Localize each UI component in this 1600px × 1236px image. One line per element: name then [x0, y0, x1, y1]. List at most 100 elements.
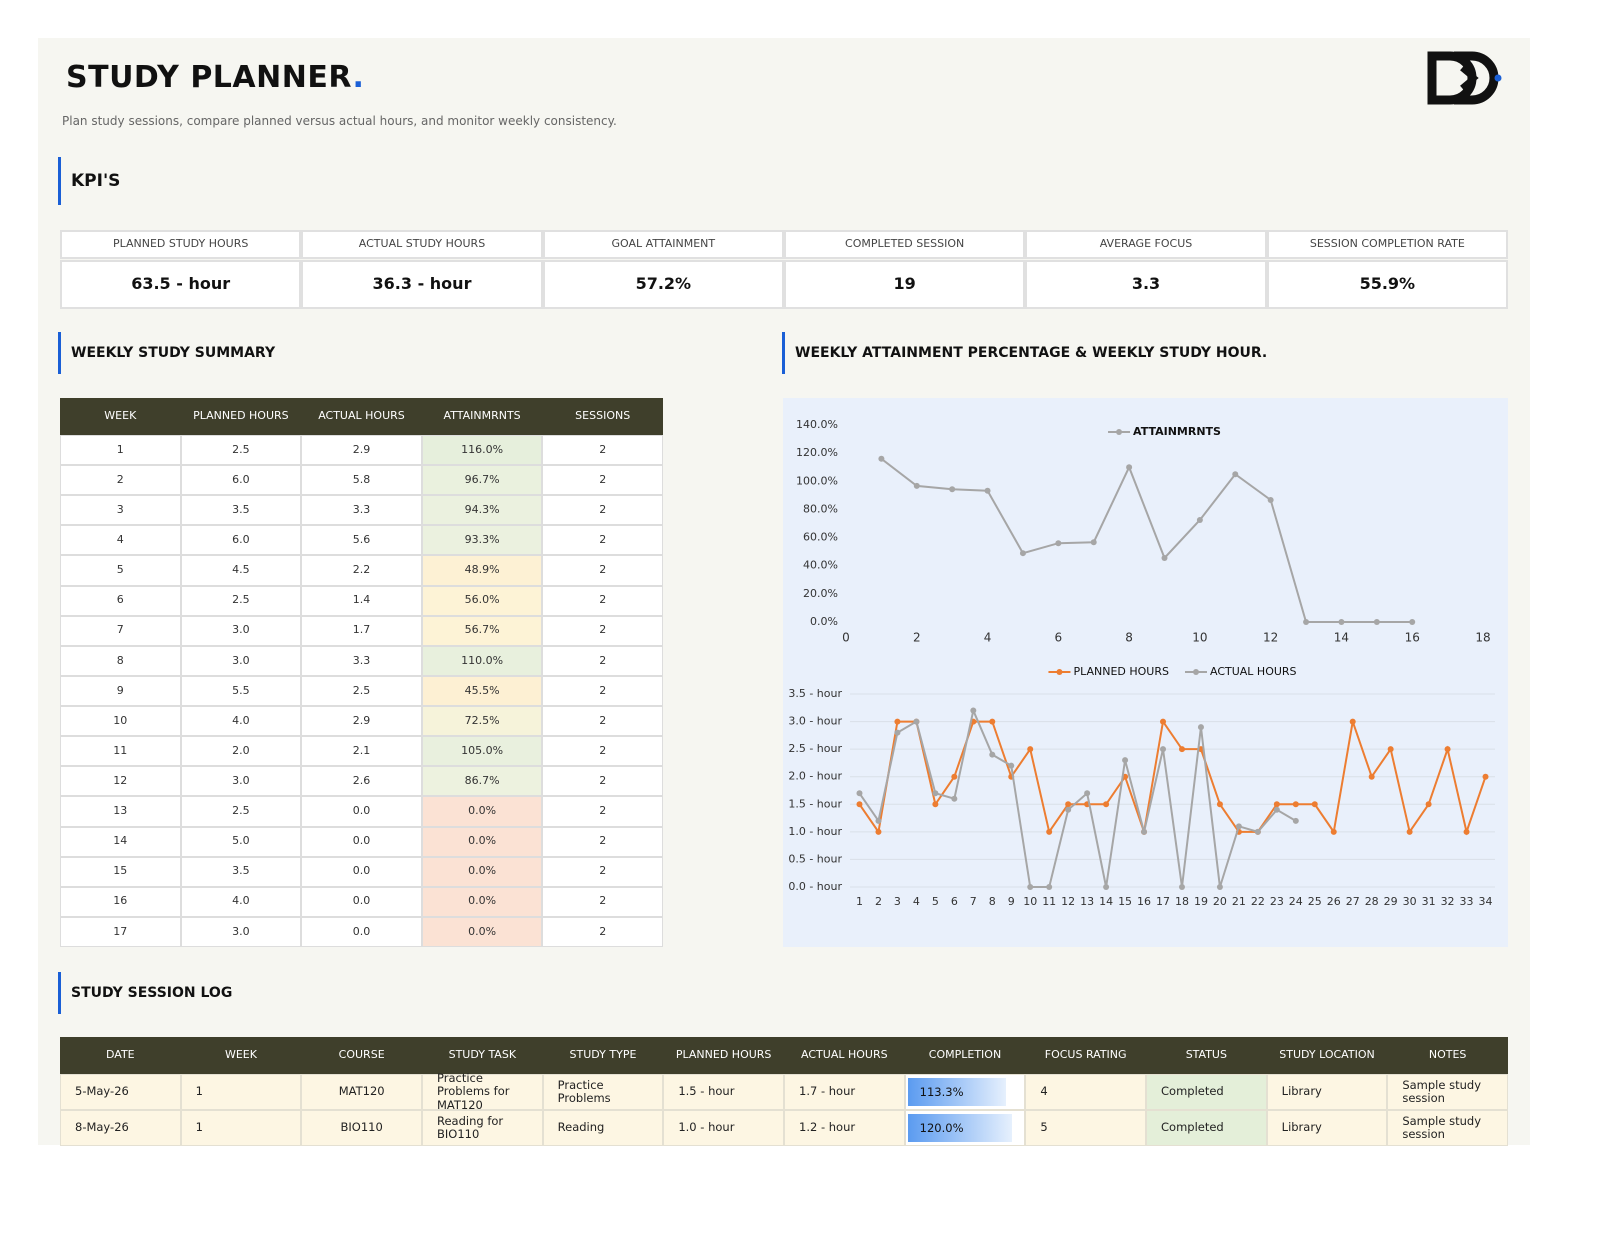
point	[1141, 828, 1148, 835]
y-tick-label: 1.5 - hour	[788, 797, 842, 810]
legend-label: ACTUAL HOURS	[1210, 665, 1297, 678]
table-cell: 0.0	[301, 796, 422, 827]
table-cell: 2.6	[301, 766, 422, 797]
log-cell: 5	[1025, 1110, 1146, 1146]
table-cell: 6.0	[180, 465, 302, 496]
table-cell: 1.7	[301, 615, 422, 646]
x-tick-label: 2	[913, 631, 921, 645]
x-tick-label: 16	[1137, 895, 1151, 908]
y-tick-label: 1.0 - hour	[788, 825, 842, 838]
table-header: ATTAINMRNTS	[421, 398, 543, 435]
table-cell: 5.0	[180, 826, 302, 857]
point	[1178, 746, 1185, 753]
point	[932, 790, 939, 797]
x-tick-label: 26	[1327, 895, 1341, 908]
x-tick-label: 18	[1475, 631, 1490, 645]
log-cell: Sample study session	[1387, 1110, 1508, 1146]
point	[951, 795, 958, 802]
table-cell: 2	[542, 916, 663, 947]
table-cell: 2	[542, 856, 663, 887]
section-title: KPI'S	[71, 171, 121, 191]
log-header: STUDY TASK	[422, 1037, 543, 1074]
point	[856, 790, 863, 797]
table-cell: 11	[60, 736, 181, 767]
section-bar	[58, 157, 61, 205]
log-cell: Practice Problems for MAT120	[422, 1072, 543, 1111]
log-cell: 1.7 - hour	[784, 1074, 905, 1110]
point	[1311, 801, 1318, 808]
x-tick-label: 11	[1042, 895, 1056, 908]
log-cell: 1.5 - hour	[663, 1074, 784, 1110]
point	[1161, 554, 1168, 561]
point	[1046, 828, 1053, 835]
table-cell: 3.0	[180, 645, 302, 676]
x-tick-label: 34	[1479, 895, 1493, 908]
point	[1019, 550, 1026, 557]
point	[1463, 828, 1470, 835]
series-line	[880, 457, 1413, 623]
table-cell: 10	[60, 706, 181, 737]
table-cell: 2.1	[301, 736, 422, 767]
log-header: PLANNED HOURS	[663, 1037, 784, 1074]
table-cell: 1	[60, 435, 181, 466]
table-cell: 116.0%	[421, 435, 543, 466]
table-cell: 8	[60, 645, 181, 676]
x-tick-label: 16	[1405, 631, 1420, 645]
table-cell: 5.6	[301, 525, 422, 556]
title: STUDY PLANNER.	[66, 60, 364, 95]
completion-bar	[907, 1078, 1006, 1106]
x-tick-label: 2	[875, 895, 882, 908]
log-header: STUDY TYPE	[542, 1037, 664, 1074]
point	[951, 773, 958, 780]
table-cell: 12	[60, 766, 181, 797]
log-header: ACTUAL HOURS	[784, 1037, 905, 1074]
point	[1254, 828, 1261, 835]
table-cell: 4.5	[180, 555, 302, 586]
x-tick-label: 14	[1334, 631, 1349, 645]
x-tick-label: 33	[1460, 895, 1474, 908]
x-tick-label: 10	[1023, 895, 1037, 908]
point	[1216, 884, 1223, 890]
x-tick-label: 8	[1125, 631, 1133, 645]
table-cell: 4.0	[180, 706, 302, 737]
table-cell: 2.0	[180, 736, 302, 767]
section-bar	[782, 332, 785, 374]
table-cell: 2	[542, 465, 663, 496]
table-cell: 72.5%	[421, 706, 543, 737]
point	[970, 707, 977, 714]
point	[875, 817, 882, 824]
table-cell: 3.0	[180, 766, 302, 797]
x-tick-label: 4	[984, 631, 992, 645]
section-title: WEEKLY STUDY SUMMARY	[71, 345, 276, 361]
point	[1387, 746, 1394, 753]
table-cell: 5.8	[301, 465, 422, 496]
series-line	[858, 707, 1297, 888]
log-header: WEEK	[180, 1037, 302, 1074]
table-cell: 7	[60, 615, 181, 646]
point	[984, 487, 991, 494]
point	[1330, 828, 1337, 835]
kpi-value: 63.5 - hour	[60, 260, 302, 309]
log-cell: Reading	[542, 1110, 664, 1146]
series-line	[858, 718, 1487, 836]
kpi-label: COMPLETED SESSION	[784, 230, 1026, 259]
y-tick-label: 80.0%	[803, 502, 838, 515]
legend-marker	[1192, 669, 1199, 675]
legend-label: PLANNED HOURS	[1073, 665, 1169, 678]
point	[875, 828, 882, 835]
log-cell: 1.0 - hour	[663, 1110, 784, 1146]
table-cell: 2.9	[301, 435, 422, 466]
x-tick-label: 28	[1365, 895, 1379, 908]
point	[1084, 790, 1091, 797]
legend-marker	[1116, 429, 1123, 435]
kpi-value: 55.9%	[1266, 260, 1508, 309]
table-cell: 56.7%	[421, 615, 543, 646]
log-cell: 1	[180, 1110, 302, 1146]
point	[1273, 801, 1280, 808]
table-cell: 2.5	[180, 796, 302, 827]
x-tick-label: 6	[1055, 631, 1063, 645]
table-cell: 0.0%	[421, 886, 543, 917]
log-cell: Library	[1266, 1074, 1388, 1110]
table-cell: 48.9%	[421, 555, 543, 586]
